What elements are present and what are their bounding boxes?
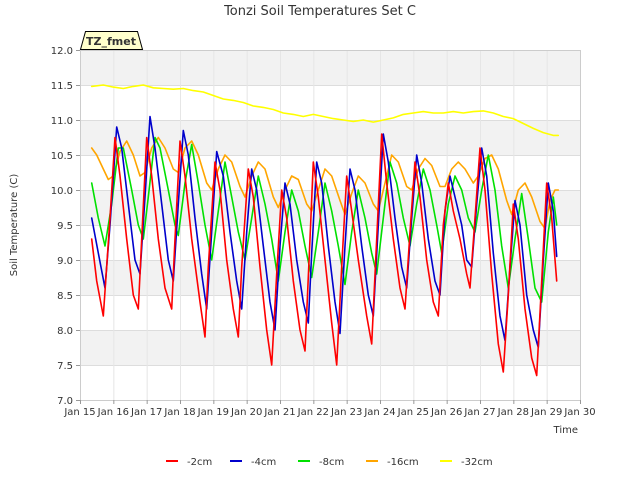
y-tick-label: 8.5 <box>57 291 73 302</box>
series-line-minus-32cm <box>90 84 560 137</box>
legend-item: -16cm <box>366 457 419 468</box>
band <box>80 365 580 400</box>
x-tick-label: Jan 17 <box>130 407 162 418</box>
x-axis-label: Time <box>553 425 578 436</box>
y-tick-label: 9.0 <box>57 256 73 267</box>
chart-title: Tonzi Soil Temperatures Set C <box>223 4 416 19</box>
series-line-minus-2cm <box>90 133 558 377</box>
y-tick-label: 10.5 <box>51 151 73 162</box>
x-tick-label: Jan 19 <box>197 407 229 418</box>
y-tick-label: 11.0 <box>51 116 73 127</box>
legend: -2cm -4cm -8cm -16cm -32cm <box>166 457 493 468</box>
badge-label: TZ_fmet <box>86 35 136 48</box>
legend-label: -8cm <box>319 457 344 468</box>
legend-label: -2cm <box>187 457 212 468</box>
plot-frame <box>80 50 581 401</box>
legend-label: -4cm <box>251 457 276 468</box>
x-tick-label: Jan 28 <box>497 407 529 418</box>
y-axis-label: Soil Temperature (C) <box>9 174 20 277</box>
legend-label: -32cm <box>461 457 493 468</box>
x-tick-label: Jan 27 <box>463 407 495 418</box>
y-tick-label: 10.0 <box>51 186 73 197</box>
y-tick-label: 12.0 <box>51 46 73 57</box>
x-axis-ticks: Jan 15 Jan 16 Jan 17 Jan 18 Jan 19 Jan 20 Jan … <box>63 400 596 418</box>
y-tick-label: 9.5 <box>57 221 73 232</box>
series-layer <box>90 84 560 377</box>
x-tick-label: Jan 18 <box>163 407 195 418</box>
badge-shape <box>79 31 144 50</box>
y-tick-label: 7.0 <box>57 396 73 407</box>
legend-item: -4cm <box>230 457 276 468</box>
legend-label: -16cm <box>387 457 419 468</box>
band <box>80 120 580 155</box>
series-line-minus-8cm <box>90 136 558 303</box>
x-tick-label: Jan 25 <box>397 407 429 418</box>
x-tick-label: Jan 22 <box>297 407 329 418</box>
legend-item: -32cm <box>440 457 493 468</box>
x-tick-label: Jan 23 <box>330 407 362 418</box>
x-tick-label: Jan 20 <box>230 407 262 418</box>
x-tick-label: Jan 29 <box>530 407 562 418</box>
legend-item: -2cm <box>166 457 212 468</box>
x-tick-label: Jan 15 <box>63 407 95 418</box>
band <box>80 50 580 85</box>
legend-item: -8cm <box>298 457 344 468</box>
x-tick-label: Jan 21 <box>263 407 295 418</box>
y-tick-label: 8.0 <box>57 326 73 337</box>
y-tick-label: 7.5 <box>57 361 73 372</box>
band <box>80 155 580 190</box>
x-tick-label: Jan 26 <box>430 407 462 418</box>
band <box>80 330 580 365</box>
y-tick-label: 11.5 <box>51 81 73 92</box>
station-badge: TZ_fmet <box>79 31 144 50</box>
series-line-minus-16cm <box>90 136 560 230</box>
x-tick-label: Jan 30 <box>563 407 595 418</box>
x-tick-label: Jan 24 <box>363 407 395 418</box>
y-axis-ticks: 7.0 7.5 8.0 8.5 9.0 9.5 10.0 10.5 11.0 11.5 12.0 <box>51 46 80 407</box>
x-tick-label: Jan 16 <box>97 407 129 418</box>
band <box>80 85 580 120</box>
